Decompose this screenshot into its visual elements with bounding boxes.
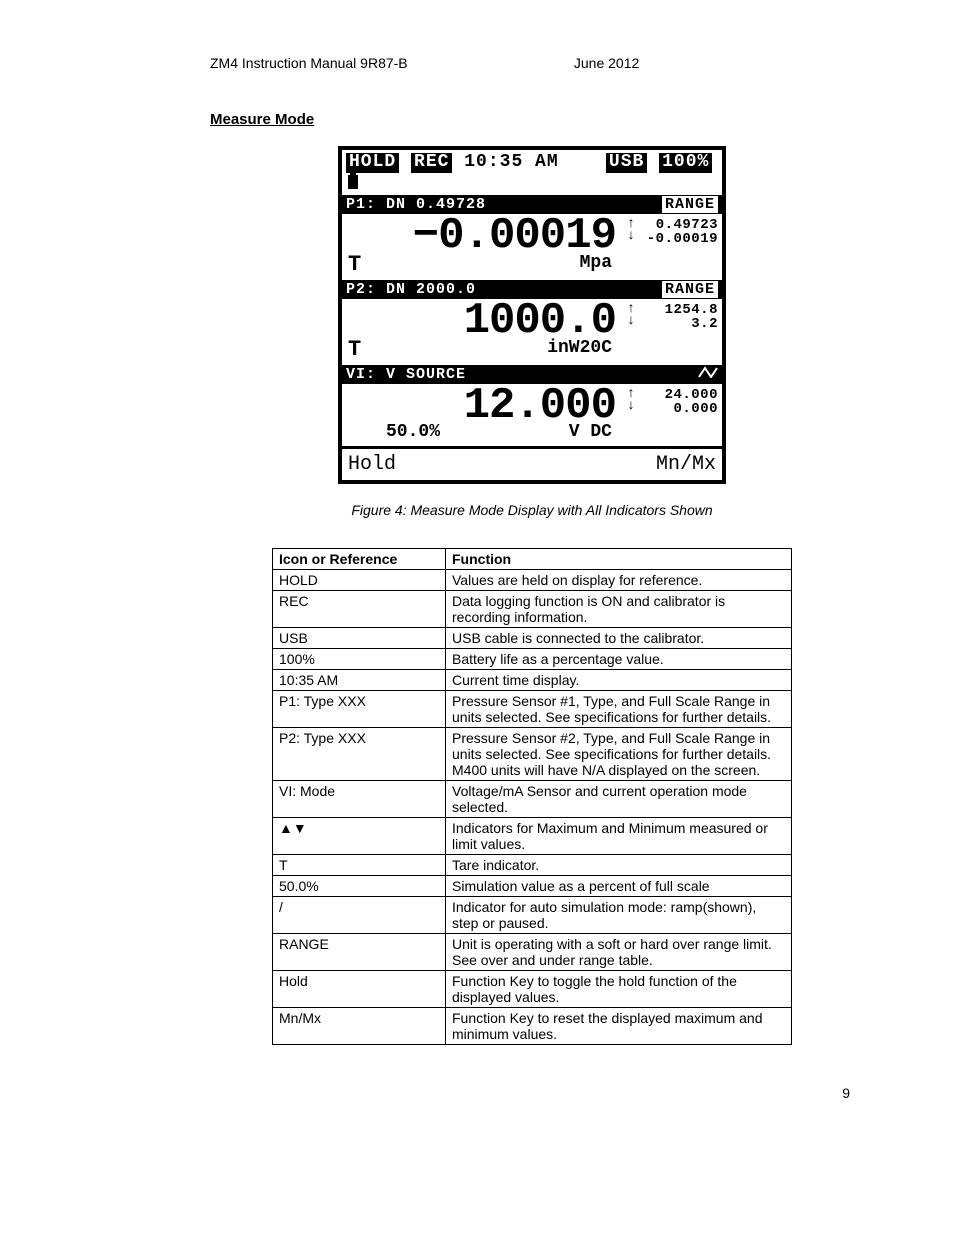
ramp-icon bbox=[698, 366, 718, 383]
p1-unit: Mpa bbox=[580, 254, 622, 276]
table-row: USBUSB cable is connected to the calibra… bbox=[273, 627, 792, 648]
table-cell-function: Simulation value as a percent of full sc… bbox=[446, 875, 792, 896]
p1-arrows: ↑↓ bbox=[622, 214, 640, 243]
table-row: /Indicator for auto simulation mode: ram… bbox=[273, 896, 792, 933]
p1-value: −0.00019 bbox=[346, 214, 622, 258]
p2-max: 1254.8 bbox=[640, 303, 718, 317]
table-cell-icon: ▲▼ bbox=[273, 817, 446, 854]
table-cell-icon: Mn/Mx bbox=[273, 1007, 446, 1044]
vi-pct: 50.0% bbox=[386, 422, 440, 442]
table-cell-icon: 100% bbox=[273, 648, 446, 669]
table-cell-icon: Hold bbox=[273, 970, 446, 1007]
p1-reading: −0.00019 T Mpa ↑↓ 0.49723 -0.00019 bbox=[342, 214, 722, 280]
table-cell-function: Indicator for auto simulation mode: ramp… bbox=[446, 896, 792, 933]
table-cell-function: Pressure Sensor #2, Type, and Full Scale… bbox=[446, 727, 792, 780]
table-row: RANGEUnit is operating with a soft or ha… bbox=[273, 933, 792, 970]
table-cell-function: Pressure Sensor #1, Type, and Full Scale… bbox=[446, 690, 792, 727]
p1-range-badge: RANGE bbox=[662, 196, 718, 213]
table-row: 100%Battery life as a percentage value. bbox=[273, 648, 792, 669]
vi-unit: V DC bbox=[569, 422, 612, 442]
p2-label: P2: DN 2000.0 bbox=[346, 281, 476, 298]
table-cell-icon: 50.0% bbox=[273, 875, 446, 896]
table-cell-function: Tare indicator. bbox=[446, 854, 792, 875]
table-row: P1: Type XXXPressure Sensor #1, Type, an… bbox=[273, 690, 792, 727]
p2-min: 3.2 bbox=[640, 317, 718, 331]
softkey-bar: Hold Mn/Mx bbox=[342, 446, 722, 480]
battery-icon bbox=[348, 175, 358, 189]
table-cell-icon: REC bbox=[273, 590, 446, 627]
table-cell-icon: P2: Type XXX bbox=[273, 727, 446, 780]
p2-arrows: ↑↓ bbox=[622, 299, 640, 328]
table-cell-function: Current time display. bbox=[446, 669, 792, 690]
table-cell-function: Function Key to reset the displayed maxi… bbox=[446, 1007, 792, 1044]
section-title: Measure Mode bbox=[210, 111, 854, 128]
table-cell-function: Indicators for Maximum and Minimum measu… bbox=[446, 817, 792, 854]
table-cell-icon: HOLD bbox=[273, 569, 446, 590]
battery-indicator: 100% bbox=[659, 153, 712, 173]
figure-caption: Figure 4: Measure Mode Display with All … bbox=[210, 502, 854, 518]
table-row: HoldFunction Key to toggle the hold func… bbox=[273, 970, 792, 1007]
table-header-1: Icon or Reference bbox=[273, 548, 446, 569]
p2-range-badge: RANGE bbox=[662, 281, 718, 298]
table-row: RECData logging function is ON and calib… bbox=[273, 590, 792, 627]
vi-arrows: ↑↓ bbox=[622, 384, 640, 413]
table-row: Mn/MxFunction Key to reset the displayed… bbox=[273, 1007, 792, 1044]
p2-reading: 1000.0 T inW20C ↑↓ 1254.8 3.2 bbox=[342, 299, 722, 365]
time-display: 10:35 AM bbox=[464, 152, 558, 172]
vi-reading: 12.000 50.0% V DC ↑↓ 24.000 0.000 bbox=[342, 384, 722, 446]
lcd-display: HOLD REC 10:35 AM USB 100% P1: DN 0.4972… bbox=[338, 146, 726, 484]
p2-unit: inW20C bbox=[547, 339, 622, 361]
vi-label: VI: V SOURCE bbox=[346, 366, 466, 383]
vi-minmax: 24.000 0.000 bbox=[640, 384, 718, 416]
reference-table: Icon or Reference Function HOLDValues ar… bbox=[272, 548, 792, 1045]
table-row: VI: ModeVoltage/mA Sensor and current op… bbox=[273, 780, 792, 817]
header-right: June 2012 bbox=[574, 55, 639, 71]
hold-indicator: HOLD bbox=[346, 153, 399, 173]
page-header: ZM4 Instruction Manual 9R87-B June 2012 bbox=[210, 55, 854, 71]
table-cell-function: USB cable is connected to the calibrator… bbox=[446, 627, 792, 648]
status-bar: HOLD REC 10:35 AM USB 100% bbox=[342, 150, 722, 195]
table-cell-function: Values are held on display for reference… bbox=[446, 569, 792, 590]
rec-indicator: REC bbox=[411, 153, 452, 173]
p1-max: 0.49723 bbox=[640, 218, 718, 232]
header-left: ZM4 Instruction Manual 9R87-B bbox=[210, 55, 570, 71]
p1-min: -0.00019 bbox=[640, 232, 718, 246]
table-cell-function: Unit is operating with a soft or hard ov… bbox=[446, 933, 792, 970]
table-cell-icon: 10:35 AM bbox=[273, 669, 446, 690]
table-cell-function: Function Key to toggle the hold function… bbox=[446, 970, 792, 1007]
table-row: HOLDValues are held on display for refer… bbox=[273, 569, 792, 590]
table-row: TTare indicator. bbox=[273, 854, 792, 875]
table-row: 10:35 AMCurrent time display. bbox=[273, 669, 792, 690]
p1-minmax: 0.49723 -0.00019 bbox=[640, 214, 718, 246]
table-cell-function: Voltage/mA Sensor and current operation … bbox=[446, 780, 792, 817]
table-row: ▲▼Indicators for Maximum and Minimum mea… bbox=[273, 817, 792, 854]
table-cell-function: Battery life as a percentage value. bbox=[446, 648, 792, 669]
p2-minmax: 1254.8 3.2 bbox=[640, 299, 718, 331]
p2-value: 1000.0 bbox=[346, 299, 622, 343]
vi-min: 0.000 bbox=[640, 402, 718, 416]
softkey-hold[interactable]: Hold bbox=[348, 453, 396, 476]
table-row: 50.0%Simulation value as a percent of fu… bbox=[273, 875, 792, 896]
table-cell-function: Data logging function is ON and calibrat… bbox=[446, 590, 792, 627]
p1-tare: T bbox=[346, 254, 361, 276]
softkey-mnmx[interactable]: Mn/Mx bbox=[656, 453, 716, 476]
usb-indicator: USB bbox=[606, 153, 647, 173]
table-cell-icon: / bbox=[273, 896, 446, 933]
table-cell-icon: RANGE bbox=[273, 933, 446, 970]
table-cell-icon: VI: Mode bbox=[273, 780, 446, 817]
vi-max: 24.000 bbox=[640, 388, 718, 402]
table-row: P2: Type XXXPressure Sensor #2, Type, an… bbox=[273, 727, 792, 780]
p2-tare: T bbox=[346, 339, 361, 361]
table-cell-icon: USB bbox=[273, 627, 446, 648]
table-cell-icon: T bbox=[273, 854, 446, 875]
table-cell-icon: P1: Type XXX bbox=[273, 690, 446, 727]
table-header-2: Function bbox=[446, 548, 792, 569]
page-number: 9 bbox=[210, 1085, 854, 1101]
